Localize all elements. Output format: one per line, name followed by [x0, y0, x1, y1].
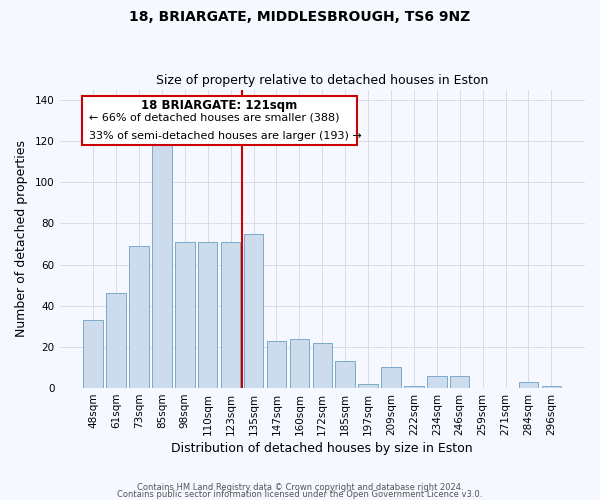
Bar — [404, 386, 424, 388]
Bar — [542, 386, 561, 388]
Bar — [244, 234, 263, 388]
Bar — [290, 338, 309, 388]
Bar — [198, 242, 217, 388]
Bar — [106, 294, 126, 388]
Bar — [129, 246, 149, 388]
Bar — [313, 343, 332, 388]
Bar — [152, 145, 172, 388]
Text: Contains HM Land Registry data © Crown copyright and database right 2024.: Contains HM Land Registry data © Crown c… — [137, 484, 463, 492]
Text: Contains public sector information licensed under the Open Government Licence v3: Contains public sector information licen… — [118, 490, 482, 499]
Title: Size of property relative to detached houses in Eston: Size of property relative to detached ho… — [156, 74, 488, 87]
Bar — [519, 382, 538, 388]
Bar — [381, 368, 401, 388]
Bar — [450, 376, 469, 388]
Y-axis label: Number of detached properties: Number of detached properties — [15, 140, 28, 338]
Text: 18 BRIARGATE: 121sqm: 18 BRIARGATE: 121sqm — [141, 99, 298, 112]
Bar — [267, 340, 286, 388]
Text: 18, BRIARGATE, MIDDLESBROUGH, TS6 9NZ: 18, BRIARGATE, MIDDLESBROUGH, TS6 9NZ — [130, 10, 470, 24]
Bar — [83, 320, 103, 388]
Bar — [427, 376, 446, 388]
Bar — [335, 362, 355, 388]
Bar — [175, 242, 194, 388]
X-axis label: Distribution of detached houses by size in Eston: Distribution of detached houses by size … — [172, 442, 473, 455]
Text: 33% of semi-detached houses are larger (193) →: 33% of semi-detached houses are larger (… — [89, 131, 361, 141]
Text: ← 66% of detached houses are smaller (388): ← 66% of detached houses are smaller (38… — [89, 113, 339, 123]
Bar — [358, 384, 378, 388]
Bar — [221, 242, 241, 388]
FancyBboxPatch shape — [82, 96, 356, 145]
